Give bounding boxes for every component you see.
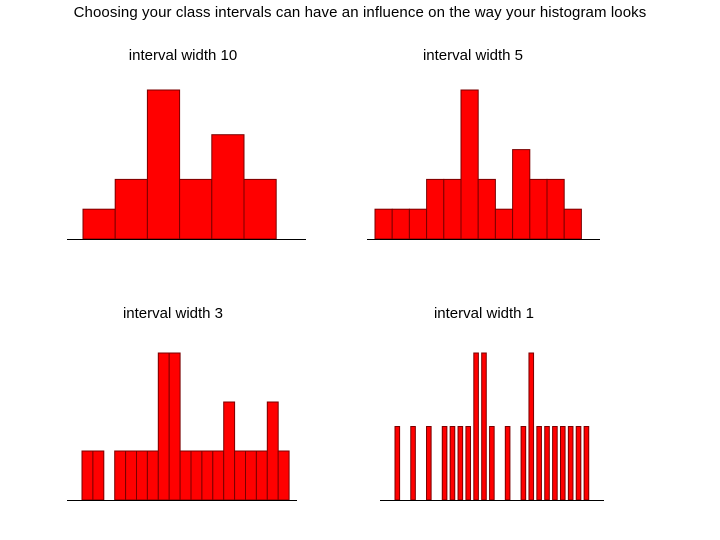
histogram-bar xyxy=(583,426,590,501)
histogram-bar xyxy=(211,134,245,240)
page-title: Choosing your class intervals can have a… xyxy=(73,4,647,21)
histogram-bar xyxy=(575,426,582,501)
histogram-bar xyxy=(552,426,558,501)
histogram-bar xyxy=(441,426,448,501)
chart-title-width-10: interval width 10 xyxy=(128,47,238,64)
chart-title-width-5: interval width 5 xyxy=(422,47,524,64)
histogram-bar xyxy=(544,426,550,501)
histogram-bar xyxy=(520,426,527,501)
histogram-bar xyxy=(528,352,535,501)
histogram-bar xyxy=(114,178,148,240)
histogram-bar xyxy=(410,426,416,501)
histogram-bar xyxy=(426,426,432,501)
chart-title-width-1: interval width 1 xyxy=(433,305,535,322)
histogram-bar xyxy=(243,178,277,240)
chart-title-width-3: interval width 3 xyxy=(122,305,224,322)
histogram-bar xyxy=(457,426,464,501)
histogram-bar xyxy=(504,426,511,501)
histogram-bar xyxy=(449,426,456,501)
histogram-bar xyxy=(481,352,487,501)
histogram-bar xyxy=(559,426,566,501)
histogram-bar xyxy=(489,426,495,501)
histogram-bar xyxy=(567,426,574,501)
histogram-bar xyxy=(473,352,479,501)
histogram-bar xyxy=(536,426,542,501)
histogram-bar xyxy=(465,426,472,501)
histogram-bar xyxy=(394,426,401,501)
histogram-bar xyxy=(146,89,181,240)
